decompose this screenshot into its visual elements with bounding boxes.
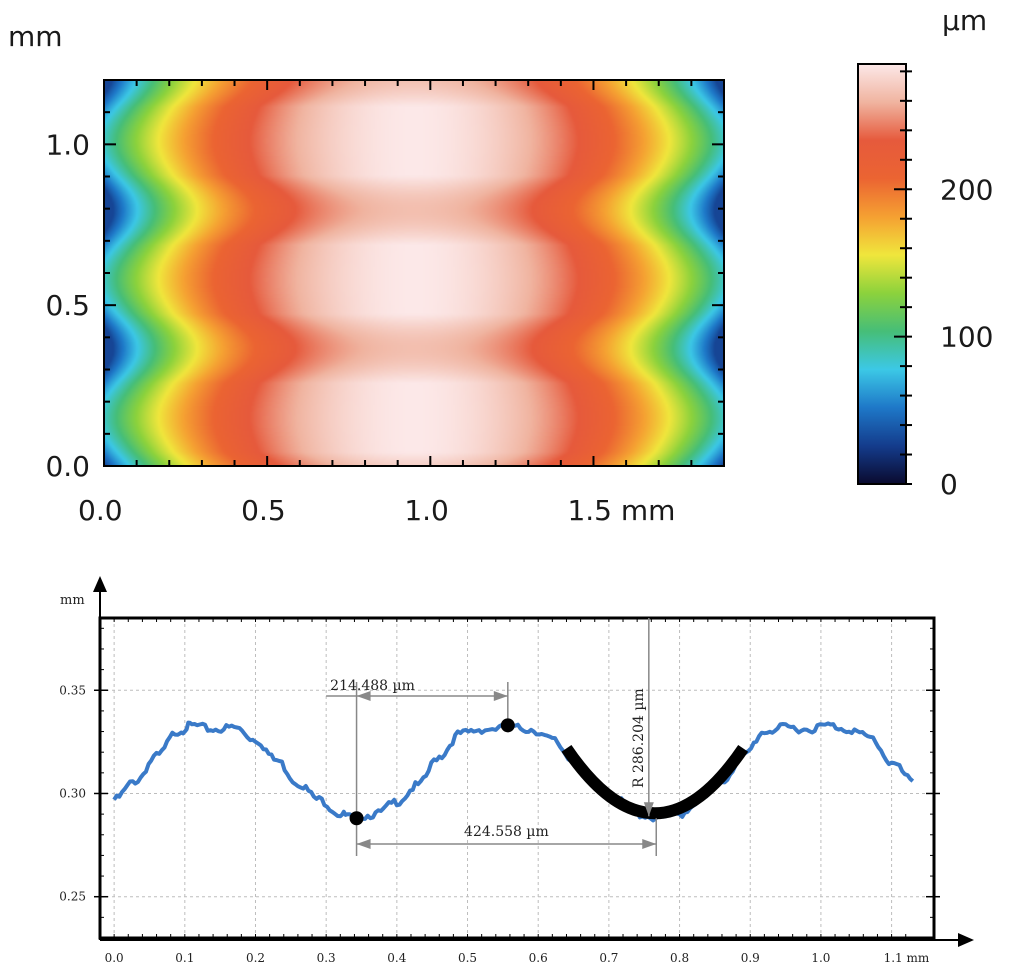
y-axis-arrow-head — [93, 576, 107, 592]
measurement-point-marker — [349, 811, 364, 826]
height-map-image — [104, 80, 724, 466]
dim-label-214: 214.488 µm — [330, 678, 415, 694]
profile-x-tick-label: 0.7 — [599, 951, 618, 965]
profile-axis-ticks — [94, 618, 940, 939]
heatmap-x-tick-labels: 0.0 0.5 1.0 1.5 mm — [78, 494, 675, 527]
measurement-markers — [349, 718, 515, 826]
colorbar-unit-label: µm — [942, 4, 987, 37]
heatmap-y-tick-label: 1.0 — [45, 128, 90, 161]
heatmap-y-tick-labels: 0.0 0.5 1.0 — [45, 128, 90, 483]
heatmap-y-unit-label: mm — [8, 20, 63, 53]
profile-x-tick-label: 0.4 — [387, 951, 406, 965]
radius-fit-arc — [561, 744, 749, 820]
colorbar-tick-label: 100 — [940, 321, 993, 354]
heatmap-y-tick-label: 0.5 — [45, 289, 90, 322]
heatmap-axis-ticks — [103, 79, 724, 467]
colorbar-ticks — [894, 70, 912, 485]
profile-x-tick-label: 0.8 — [670, 951, 689, 965]
profile-series-line — [112, 720, 915, 824]
colorbar-tick-labels: 0 100 200 — [940, 173, 993, 501]
heatmap-x-tick-label: 1.0 — [404, 494, 449, 527]
profile-x-tick-label: 0.9 — [741, 951, 760, 965]
profile-x-tick-label: 0.5 — [458, 951, 477, 965]
profile-frame — [98, 616, 936, 940]
heatmap-x-tick-label: 1.5 mm — [567, 494, 675, 527]
dim-arrowhead — [493, 691, 508, 701]
heatmap-x-tick-label: 0.5 — [241, 494, 286, 527]
profile-x-tick-label: 0.2 — [246, 951, 265, 965]
profile-y-tick-label: 0.30 — [59, 786, 86, 800]
profile-x-tick-label: 0.1 — [175, 951, 194, 965]
heatmap-x-tick-label: 0.0 — [78, 494, 123, 527]
profile-line-chart: mm 0.25 0.30 0.35 0.0 0.1 0.2 0.3 0.4 0.5 0.6 0.7… — [59, 576, 974, 965]
profile-x-tick-label: 0.3 — [317, 951, 336, 965]
profile-x-tick-label: 0.6 — [529, 951, 548, 965]
profile-x-unit-label: 1.1 mm — [884, 951, 930, 965]
profile-y-tick-label: 0.35 — [59, 683, 86, 697]
radius-label: R 286.204 µm — [631, 688, 647, 788]
colorbar — [857, 63, 907, 485]
dim-arrowhead — [356, 839, 371, 849]
profile-grid — [100, 618, 934, 938]
radius-arrowhead — [643, 802, 654, 817]
profile-x-tick-labels: 0.0 0.1 0.2 0.3 0.4 0.5 0.6 0.7 0.8 0.9 1.0 1.1 mm — [105, 951, 930, 965]
height-map-chart: mm 0.0 0.5 1.0 0.0 0.5 1.0 1.5 mm µm 0 100 200 — [8, 4, 993, 527]
colorbar-tick-label: 200 — [940, 173, 993, 206]
heatmap-y-tick-label: 0.0 — [45, 450, 90, 483]
profile-y-tick-label: 0.25 — [59, 890, 86, 904]
dim-arrowhead — [356, 691, 371, 701]
x-axis-arrow-head — [958, 933, 974, 947]
dim-label-424: 424.558 µm — [464, 824, 549, 840]
profile-y-tick-labels: 0.25 0.30 0.35 — [59, 683, 86, 903]
measurement-point-marker — [500, 718, 515, 733]
profile-x-tick-label: 1.0 — [811, 951, 830, 965]
profile-x-tick-label: 0.0 — [105, 951, 124, 965]
profile-y-unit-label: mm — [60, 593, 85, 608]
measurement-annotations: 214.488 µm 424.558 µm R 286.204 µm — [326, 618, 657, 856]
dim-arrowhead — [642, 839, 657, 849]
colorbar-tick-label: 0 — [940, 468, 958, 501]
